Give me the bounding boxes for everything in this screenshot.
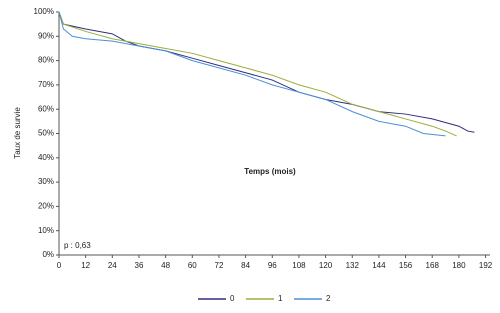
x-tick-label: 96 [268,261,277,270]
survival-curve [58,11,446,137]
survival-curve [58,11,457,137]
x-tick-label: 84 [241,261,250,270]
x-tick-label: 12 [81,261,90,270]
y-tick-label: 10% [38,226,54,235]
x-tick-label: 60 [188,261,197,270]
y-tick-label: 90% [38,31,54,40]
legend-label: 1 [278,294,283,303]
y-tick-label: 80% [38,56,54,65]
y-tick-label: 100% [34,7,54,16]
y-tick-label: 70% [38,80,54,89]
y-tick-label: 20% [38,202,54,211]
x-tick-label: 108 [292,261,306,270]
legend-label: 2 [326,294,331,303]
y-tick-label: 40% [38,153,54,162]
legend-label: 0 [230,294,235,303]
survival-curve [58,11,475,133]
x-tick-label: 132 [346,261,360,270]
x-tick-label: 168 [426,261,440,270]
y-tick-label: 30% [38,177,54,186]
x-tick-label: 156 [399,261,413,270]
annotation: p : 0,63 [64,241,91,250]
y-tick-label: 0% [42,250,54,259]
y-axis-label: Taux de survie [13,107,22,159]
x-tick-label: 180 [452,261,466,270]
x-tick-label: 48 [161,261,170,270]
y-tick-label: 60% [38,104,54,113]
x-tick-label: 144 [372,261,386,270]
x-tick-label: 0 [57,261,62,270]
y-tick-label: 50% [38,129,54,138]
x-axis-label: Temps (mois) [244,167,296,176]
x-tick-label: 192 [479,261,493,270]
x-tick-label: 72 [215,261,224,270]
x-tick-label: 120 [319,261,333,270]
x-tick-label: 36 [135,261,144,270]
x-tick-label: 24 [108,261,117,270]
